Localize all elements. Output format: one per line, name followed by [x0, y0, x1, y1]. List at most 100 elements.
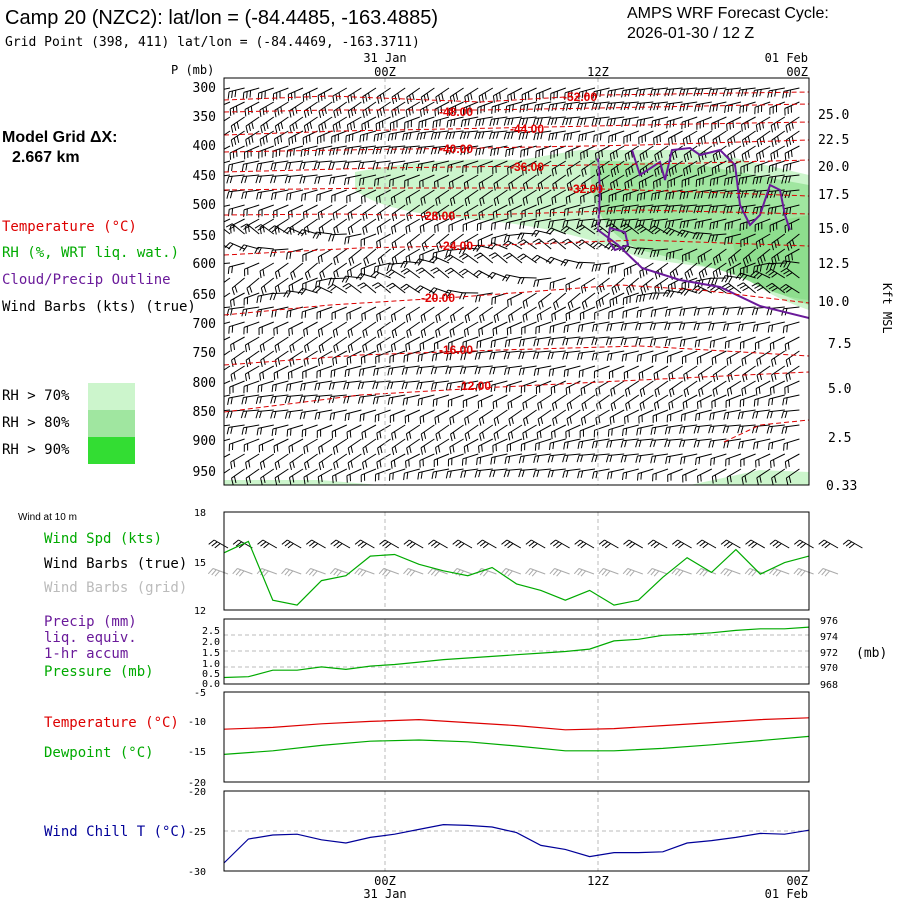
wind-barb	[300, 380, 318, 391]
wind-barb	[228, 438, 245, 452]
wind-barb	[565, 277, 581, 292]
wind-barb	[751, 282, 771, 294]
wind-barb	[224, 380, 231, 385]
wind-barb	[669, 380, 683, 398]
wind-barb	[245, 350, 260, 368]
wind-barb	[781, 409, 800, 419]
wind-barb	[448, 336, 464, 350]
wind-barb	[226, 174, 245, 184]
wind-barb	[228, 321, 245, 334]
wind-barb	[622, 306, 639, 319]
wind-barb	[581, 292, 596, 310]
pressure-tick: 972	[820, 648, 838, 659]
wind-barb	[404, 116, 420, 130]
wind-barb	[478, 409, 494, 426]
wind-barb	[376, 218, 391, 235]
wind-barb	[537, 189, 552, 206]
wind-barb	[489, 350, 508, 360]
wind-barb	[591, 116, 610, 126]
wind-barb	[224, 453, 231, 458]
surface-barb-grid	[793, 568, 814, 577]
wind-barb	[243, 321, 260, 335]
precip-tick: 1.5	[202, 648, 220, 659]
wind-barb	[224, 468, 231, 474]
wind-barb	[312, 285, 333, 294]
wind-barb	[665, 453, 683, 464]
precip-tick: 1.0	[202, 659, 220, 670]
wind-barb	[740, 160, 756, 175]
wind-barb	[231, 468, 245, 485]
wind-barb	[274, 101, 289, 118]
wind-barb	[667, 468, 683, 482]
wind-barb	[460, 145, 479, 156]
wind-barb	[739, 101, 756, 114]
wind-barb	[707, 283, 727, 294]
temp-label-44: -44.00	[510, 122, 544, 136]
wind-barb	[768, 160, 785, 173]
wind-barb	[611, 277, 625, 295]
wind-barb	[312, 231, 333, 239]
wind-barb	[756, 145, 771, 162]
wind-barb	[606, 116, 625, 127]
legend-wind-speed: Wind Spd (kts)	[44, 531, 162, 547]
wind-barb	[680, 409, 698, 422]
wind-barb	[741, 130, 756, 148]
wind-barb	[230, 453, 245, 469]
wind-barb	[430, 365, 450, 375]
legend-precip: Precip (mm)	[44, 614, 137, 630]
wind-barb	[492, 87, 508, 103]
wind-barb	[593, 130, 610, 143]
wind-barb	[709, 409, 727, 421]
wind-barb	[563, 365, 581, 378]
surface-barb-grid	[549, 568, 570, 577]
wind-barb	[230, 292, 245, 308]
surface-barb-grid	[622, 568, 643, 577]
wind-barb	[711, 468, 727, 484]
wind-barb	[289, 350, 304, 367]
wind-barb	[376, 101, 391, 118]
wind-barb	[243, 380, 260, 394]
wind-barb	[566, 160, 581, 177]
pressure-series	[223, 626, 810, 679]
wind-barb	[270, 409, 289, 419]
surface-barb-true	[501, 539, 522, 549]
wind-barb	[605, 453, 625, 463]
wind-barb	[283, 226, 304, 235]
wind-barb	[224, 160, 231, 164]
chill-tick: -20	[188, 787, 206, 798]
wind-barb	[406, 87, 421, 105]
wind-barb	[708, 321, 727, 331]
wind-barb	[478, 438, 494, 454]
wind-barb	[361, 189, 377, 204]
wind-barb	[722, 204, 742, 214]
surface-barb-grid	[403, 568, 424, 577]
wind-barb	[258, 145, 274, 159]
wind-barb	[389, 468, 406, 481]
legend-dewpoint: Dewpoint (°C)	[44, 745, 154, 761]
top-time-12z: 12Z	[587, 65, 609, 79]
wind-barb	[726, 468, 742, 485]
wind-barb	[459, 130, 479, 140]
wind-barb	[303, 468, 318, 485]
wind-barb	[664, 336, 683, 347]
wind-barb	[328, 233, 347, 242]
wind-barb	[726, 380, 742, 397]
wind-barb	[491, 101, 508, 114]
wind-barb	[693, 87, 712, 97]
height-label: 20.0	[818, 160, 849, 175]
precip-panel-frame	[223, 618, 810, 685]
wind-barb	[507, 160, 523, 175]
isotherm-16	[224, 345, 809, 366]
wind-barb	[784, 101, 800, 116]
wind-barb	[560, 259, 581, 267]
surface-barb-grid	[525, 568, 546, 577]
wind-barb	[390, 336, 406, 353]
legend-rh70-swatch	[88, 383, 135, 410]
wind-barb	[694, 336, 712, 348]
height-label: 0.33	[826, 479, 857, 494]
pressure-label: 900	[193, 434, 216, 449]
wind-barb	[316, 189, 333, 202]
wind-barb	[737, 424, 756, 434]
wind-barb	[377, 248, 391, 266]
wind-barb	[664, 438, 683, 448]
